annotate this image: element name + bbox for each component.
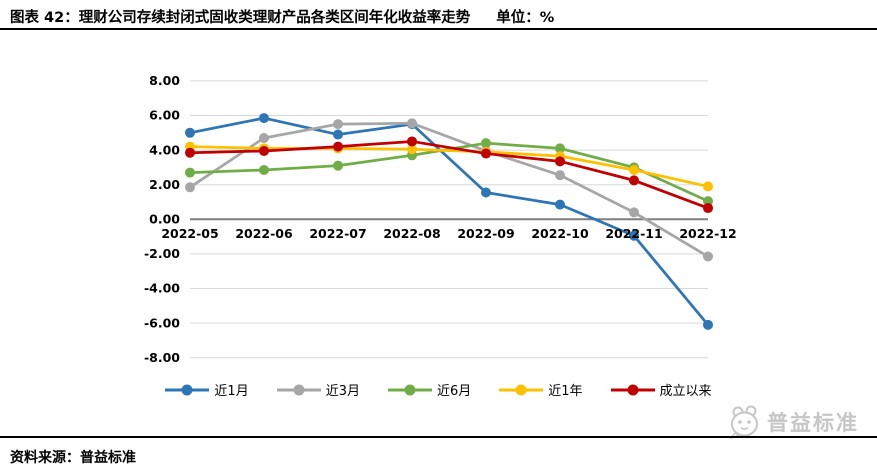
y-tick-label-2: 2.00	[149, 177, 180, 192]
source-label: 资料来源：普益标准	[10, 450, 136, 466]
data-point-成立以来-2022-12	[703, 203, 713, 214]
legend-label-近3月: 近3月	[325, 384, 360, 399]
series-line-近3月	[189, 121, 709, 258]
x-tick-label-2022-10: 2022-10	[531, 226, 589, 241]
top-divider	[0, 28, 877, 30]
data-point-近3月-2022-11	[629, 207, 639, 218]
legend-label-近1月: 近1月	[214, 384, 249, 399]
data-point-近1年-2022-08	[407, 144, 417, 155]
y-tick-label--4: -4.00	[144, 281, 180, 296]
data-point-近3月-2022-07	[333, 119, 343, 130]
data-point-近1月-2022-05	[185, 127, 195, 138]
data-point-近6月-2022-05	[185, 167, 195, 178]
puyi-watermark: 普益标准	[727, 405, 859, 439]
figure-title-bar: 图表 42：理财公司存续封闭式固收类理财产品各类区间年化收益率走势 单位：%	[10, 6, 867, 27]
data-point-近1月-2022-07	[333, 129, 343, 140]
legend-marker-近1年	[499, 384, 544, 395]
data-point-近3月-2022-05	[185, 182, 195, 193]
x-tick-label-2022-08: 2022-08	[383, 226, 440, 241]
data-point-成立以来-2022-11	[629, 175, 639, 186]
legend-item-近6月: 近6月	[387, 380, 472, 399]
data-point-成立以来-2022-07	[333, 141, 343, 152]
x-tick-label-2022-06: 2022-06	[235, 226, 293, 241]
series-line-近1月	[189, 116, 710, 326]
puyi-watermark-text: 普益标准	[767, 411, 859, 435]
data-point-成立以来-2022-08	[407, 136, 417, 147]
legend-label-近1年: 近1年	[548, 384, 583, 399]
y-tick-label--8: -8.00	[144, 350, 180, 365]
chart-legend: 近1月 近3月 近6月 近1年 成立以来	[0, 380, 877, 399]
data-point-近3月-2022-10	[555, 170, 565, 181]
legend-item-成立以来: 成立以来	[610, 380, 712, 399]
bottom-divider	[0, 436, 877, 438]
series-line-成立以来	[189, 140, 709, 210]
legend-label-近6月: 近6月	[436, 384, 472, 399]
data-point-近1月-2022-09	[481, 187, 491, 198]
data-point-近3月-2022-06	[259, 132, 269, 143]
figure-title: 图表 42：理财公司存续封闭式固收类理财产品各类区间年化收益率走势	[10, 10, 471, 26]
y-tick-label-8: 8.00	[149, 73, 180, 88]
x-tick-label-2022-09: 2022-09	[457, 226, 514, 241]
y-tick-label-0: 0.00	[149, 212, 180, 227]
line-chart: 8.00 6.00 4.00 2.00 0.00 -2.00 -4.00 -6.00 -8.00…	[144, 73, 737, 365]
puyi-logo-icon	[729, 405, 758, 439]
data-point-近6月-2022-07	[333, 160, 343, 171]
legend-marker-近3月	[276, 384, 321, 395]
data-point-近6月-2022-06	[259, 164, 269, 175]
y-tick-label--6: -6.00	[144, 315, 180, 330]
data-point-近1月-2022-10	[555, 199, 565, 210]
x-tick-label-2022-12: 2022-12	[679, 226, 736, 241]
data-point-成立以来-2022-05	[185, 147, 195, 158]
data-point-成立以来-2022-06	[259, 145, 269, 156]
data-point-近6月-2022-09	[481, 138, 491, 149]
data-point-近1年-2022-11	[629, 164, 639, 175]
data-point-成立以来-2022-09	[481, 148, 491, 159]
data-point-近1月-2022-11	[629, 230, 639, 241]
data-point-近6月-2022-12	[703, 196, 713, 207]
y-tick-label-6: 6.00	[149, 108, 180, 123]
data-point-近1月-2022-06	[259, 113, 269, 124]
legend-item-近1年: 近1年	[499, 380, 583, 399]
y-tick-label--2: -2.00	[144, 246, 180, 261]
legend-marker-近6月	[387, 384, 432, 395]
legend-item-近3月: 近3月	[276, 380, 360, 399]
legend-item-近1月: 近1月	[165, 380, 249, 399]
legend-marker-近1月	[165, 384, 210, 395]
legend-label-成立以来: 成立以来	[659, 384, 712, 399]
data-point-近3月-2022-08	[407, 118, 417, 129]
x-tick-label-2022-05: 2022-05	[161, 226, 218, 241]
series-line-近1年	[189, 145, 709, 188]
data-point-近6月-2022-10	[555, 143, 565, 154]
data-point-成立以来-2022-10	[555, 156, 565, 167]
x-tick-label-2022-07: 2022-07	[309, 226, 366, 241]
legend-marker-成立以来	[610, 384, 655, 395]
data-point-近3月-2022-12	[703, 251, 713, 262]
x-tick-label-2022-11: 2022-11	[605, 226, 662, 241]
data-point-近1月-2022-12	[703, 319, 713, 330]
figure-unit-label: 单位：%	[496, 10, 555, 26]
y-tick-label-4: 4.00	[149, 142, 180, 157]
data-point-近1年-2022-12	[703, 181, 713, 192]
